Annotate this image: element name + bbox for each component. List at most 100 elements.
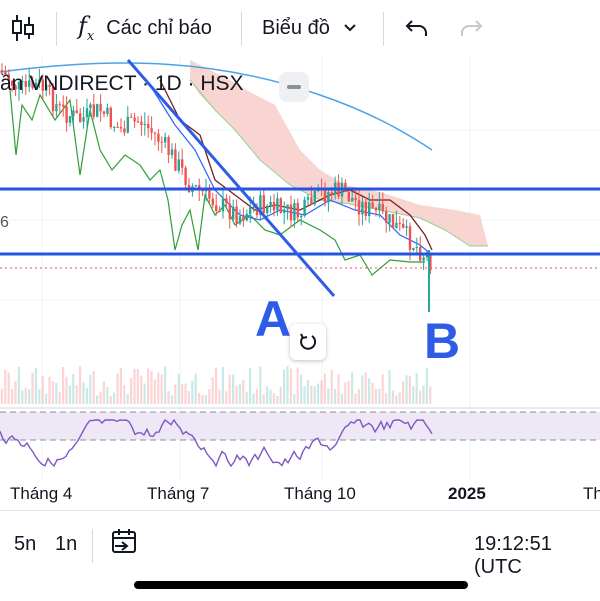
annotation-a[interactable]: A bbox=[255, 291, 291, 347]
candle-body bbox=[293, 203, 296, 221]
reset-view-button[interactable] bbox=[290, 324, 326, 360]
candle-body bbox=[150, 128, 153, 133]
candle-body bbox=[313, 190, 316, 205]
candle-body bbox=[140, 121, 143, 125]
volume-bar bbox=[92, 371, 95, 404]
candle-body bbox=[133, 117, 136, 122]
volume-bar bbox=[391, 390, 394, 404]
annotation-b[interactable]: B bbox=[424, 313, 460, 369]
go-to-date-button[interactable] bbox=[110, 527, 140, 563]
candle-body bbox=[221, 198, 225, 212]
volume-bar bbox=[364, 372, 367, 404]
undo-button[interactable] bbox=[404, 0, 430, 56]
chart-area[interactable]: A B bbox=[0, 56, 600, 510]
volume-bar bbox=[174, 384, 177, 404]
candle-body bbox=[235, 206, 238, 224]
volume-bar bbox=[41, 376, 44, 404]
volume-bar bbox=[68, 385, 71, 404]
volume-bar bbox=[272, 393, 275, 404]
volume-bar bbox=[82, 381, 85, 404]
candle-body bbox=[147, 123, 150, 129]
volume-bar bbox=[72, 373, 75, 404]
volume-bar bbox=[208, 389, 211, 404]
volume-bar bbox=[211, 377, 214, 404]
volume-bar bbox=[303, 386, 306, 404]
volume-bar bbox=[361, 375, 364, 404]
redo-button[interactable] bbox=[458, 0, 484, 56]
candle-body bbox=[130, 116, 133, 118]
volume-bar bbox=[85, 388, 88, 404]
volume-bar bbox=[351, 372, 354, 404]
top-toolbar: fx Các chỉ báo Biểu đồ bbox=[0, 0, 600, 56]
candle-body bbox=[276, 198, 279, 211]
candlestick-icon bbox=[12, 15, 34, 41]
volume-bar bbox=[106, 387, 109, 404]
volume-bar bbox=[45, 393, 48, 404]
volume-bar bbox=[133, 368, 136, 404]
home-indicator bbox=[134, 581, 468, 589]
volume-bar bbox=[252, 393, 255, 404]
candle-body bbox=[79, 113, 82, 122]
reset-icon bbox=[300, 333, 317, 350]
candle-body bbox=[211, 198, 214, 206]
candle-body bbox=[262, 195, 265, 213]
indicators-button[interactable]: fx Các chỉ báo bbox=[78, 0, 212, 56]
volume-bar bbox=[313, 386, 316, 404]
candle-body bbox=[374, 207, 378, 211]
candle-body bbox=[58, 104, 61, 106]
candle-body bbox=[391, 214, 395, 229]
volume-bar bbox=[116, 373, 119, 404]
volume-bar bbox=[177, 373, 180, 404]
time-axis-label: Tháng 4 bbox=[10, 484, 73, 503]
volume-bar bbox=[245, 391, 248, 404]
calendar-arrow-icon bbox=[112, 529, 136, 553]
candle-body bbox=[45, 84, 48, 91]
volume-bar bbox=[136, 369, 139, 404]
volume-bar bbox=[113, 392, 116, 404]
candle-type-button[interactable] bbox=[10, 0, 36, 56]
volume-bar bbox=[89, 375, 92, 404]
range-1d-button[interactable]: 1n bbox=[55, 533, 78, 555]
volume-bar bbox=[150, 371, 153, 404]
axis-partial-label: 6 bbox=[0, 214, 9, 231]
volume-bar bbox=[235, 385, 238, 404]
candle-body bbox=[160, 141, 163, 143]
collapse-legend-button[interactable] bbox=[279, 72, 309, 102]
range-5d-button[interactable]: 5n bbox=[14, 533, 37, 555]
candle-body bbox=[82, 117, 85, 122]
volume-bar bbox=[388, 369, 391, 404]
chart-title: ần VNDIRECT · 1D · HSX bbox=[0, 72, 244, 95]
volume-bar bbox=[99, 391, 102, 404]
volume-bar bbox=[357, 389, 360, 404]
chart-canvas[interactable]: A B bbox=[0, 56, 600, 510]
chart-menu-button[interactable]: Biểu đồ bbox=[262, 0, 358, 56]
candle-body bbox=[378, 203, 381, 211]
candle-body bbox=[164, 137, 167, 143]
candle-body bbox=[415, 246, 418, 248]
candle-body bbox=[184, 167, 187, 185]
volume-bar bbox=[374, 388, 377, 404]
time-axis-label: 2025 bbox=[448, 484, 486, 503]
fx-icon: fx bbox=[78, 12, 95, 44]
candle-body bbox=[327, 192, 330, 203]
volume-bar bbox=[283, 369, 286, 404]
volume-bar bbox=[368, 378, 371, 404]
volume-bar bbox=[279, 386, 282, 404]
volume-bar bbox=[65, 376, 68, 404]
clock-time[interactable]: 19:12:51 (UTC bbox=[474, 533, 552, 578]
time-axis-label: Tháng 7 bbox=[147, 484, 210, 503]
candle-body bbox=[218, 210, 221, 212]
trendline[interactable] bbox=[126, 59, 336, 297]
volume-bar bbox=[327, 388, 330, 404]
volume-bar bbox=[184, 383, 187, 404]
candle-body bbox=[136, 121, 140, 123]
volume-bar bbox=[191, 380, 194, 404]
volume-bar bbox=[4, 369, 7, 404]
candle-body bbox=[4, 71, 7, 75]
candle-body bbox=[296, 203, 299, 218]
volume-bar bbox=[228, 374, 231, 404]
volume-bar bbox=[11, 388, 14, 404]
redo-icon bbox=[461, 20, 483, 36]
candle-body bbox=[157, 133, 160, 142]
volume-bar bbox=[385, 393, 388, 404]
